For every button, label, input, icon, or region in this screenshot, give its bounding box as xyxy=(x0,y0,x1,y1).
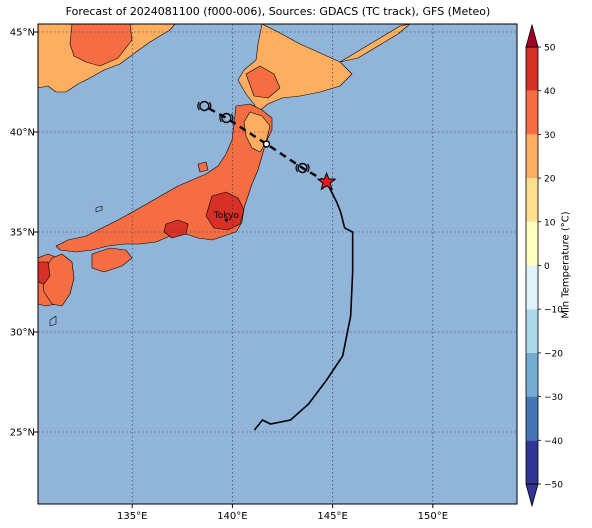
lat-tick-label: 40°N xyxy=(10,128,35,139)
land-kanto-hot xyxy=(205,191,245,231)
colorbar-tick-label: 0 xyxy=(544,262,550,272)
colorbar-bin xyxy=(526,90,538,135)
city-dot xyxy=(224,218,228,222)
lat-ticks: 25°N 30°N 35°N 40°N 45°N xyxy=(10,28,38,439)
land-oki-island xyxy=(95,205,103,213)
colorbar-bin xyxy=(526,440,538,484)
lon-tick-label: 140°E xyxy=(217,511,247,522)
land-sado-island xyxy=(197,161,209,173)
lon-tick-label: 135°E xyxy=(117,511,147,522)
map-title: Forecast of 2024081100 (f000-006), Sourc… xyxy=(65,5,491,18)
land-kansai-hot xyxy=(163,219,189,239)
colorbar-tick-label: −30 xyxy=(544,393,563,403)
land-kyushu-hot xyxy=(38,261,51,285)
tc-track xyxy=(197,100,354,431)
colorbar-bin xyxy=(526,396,538,441)
city-marker: Tokyo xyxy=(213,211,240,222)
colorbar-tick-label: −10 xyxy=(544,306,563,316)
tc-forecast-point xyxy=(262,140,271,148)
colorbar-extend-top xyxy=(525,23,539,48)
tc-symbol-arc xyxy=(307,163,310,173)
land-shikoku xyxy=(91,247,133,273)
colorbar: −50 −40 −30 −20 −10 0 10 20 30 40 50 xyxy=(525,23,563,508)
colorbar-label: Min Temperature (°C) xyxy=(560,211,572,319)
colorbar-tick-label: 40 xyxy=(544,87,556,97)
colorbar-tick-label: 10 xyxy=(544,218,556,228)
land-asian-mainland-warm xyxy=(69,24,133,67)
colorbar-bin xyxy=(526,309,538,353)
tc-track-observed-line xyxy=(253,181,354,431)
map-gridlines xyxy=(38,24,517,504)
lat-tick-label: 30°N xyxy=(10,328,35,339)
colorbar-tick-label: −20 xyxy=(544,349,563,359)
colorbar-tick-label: −40 xyxy=(544,437,563,447)
lon-tick-label: 145°E xyxy=(317,511,347,522)
colorbar-bin xyxy=(526,221,538,266)
lat-tick-label: 25°N xyxy=(10,428,35,439)
lon-tick-label: 150°E xyxy=(418,511,448,522)
tc-symbol-arc xyxy=(208,101,212,111)
land-kuril xyxy=(339,24,411,63)
city-label: Tokyo xyxy=(213,211,240,221)
colorbar-tick-label: 30 xyxy=(544,131,556,141)
colorbar-extend-bottom xyxy=(525,483,539,508)
tc-symbol-arc xyxy=(219,113,222,123)
tc-forecast-point xyxy=(199,100,210,112)
colorbar-bin xyxy=(526,134,538,179)
tc-forecast-point xyxy=(221,112,232,124)
lat-tick-label: 45°N xyxy=(10,28,35,39)
lat-tick-label: 35°N xyxy=(10,228,35,239)
colorbar-bin xyxy=(526,47,538,91)
land-tanegashima xyxy=(49,315,57,327)
tc-current-position-star xyxy=(316,171,337,191)
tc-symbol-arc xyxy=(230,113,234,123)
colorbar-bin xyxy=(526,265,538,310)
land-hokkaido-warm xyxy=(245,65,281,99)
colorbar-bin xyxy=(526,178,538,222)
colorbar-tick-label: −50 xyxy=(544,481,563,491)
tc-forecast-point xyxy=(297,162,308,174)
tc-track-forecast-line xyxy=(203,104,328,184)
lon-ticks: 135°E 140°E 145°E 150°E xyxy=(117,504,448,522)
colorbar-tick-label: 50 xyxy=(544,44,556,54)
colorbar-bin xyxy=(526,352,538,397)
map-frame xyxy=(37,23,518,505)
colorbar-tick-label: 20 xyxy=(544,175,556,185)
tc-symbol-arc xyxy=(197,101,200,111)
tc-symbol-arc xyxy=(295,163,299,173)
